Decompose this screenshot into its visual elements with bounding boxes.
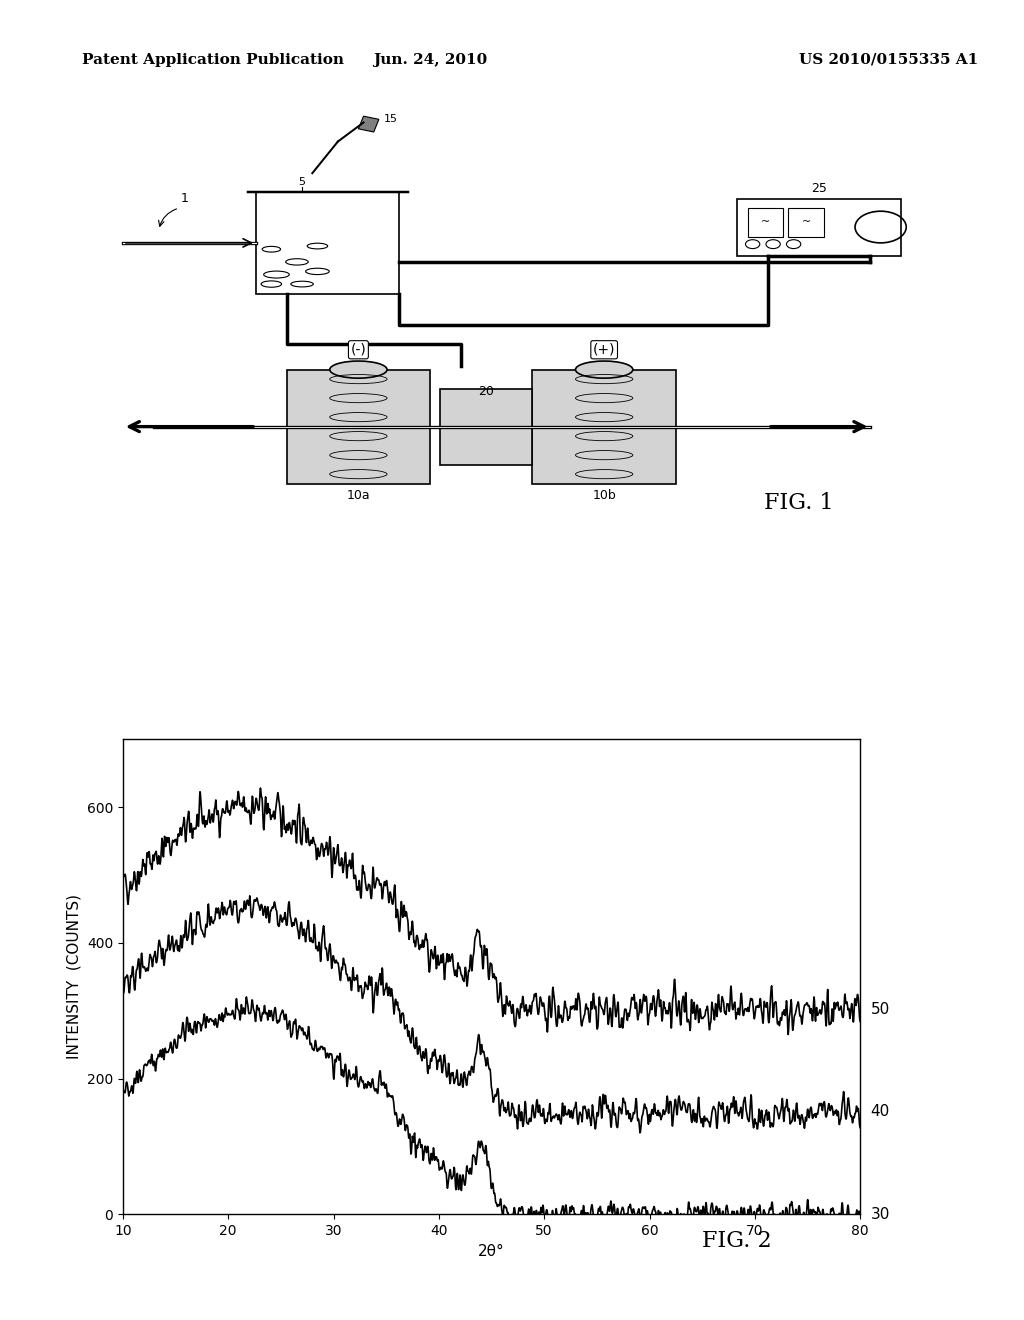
Text: 1: 1 bbox=[180, 191, 188, 205]
Text: 20: 20 bbox=[478, 385, 495, 397]
Bar bbox=[532, 370, 676, 483]
Text: (-): (-) bbox=[350, 343, 367, 356]
Text: 50: 50 bbox=[870, 1002, 890, 1016]
Ellipse shape bbox=[330, 362, 387, 378]
Polygon shape bbox=[358, 116, 379, 132]
Bar bbox=[748, 209, 783, 236]
Text: 5: 5 bbox=[299, 177, 305, 186]
Text: Jun. 24, 2010: Jun. 24, 2010 bbox=[373, 53, 487, 67]
Bar bbox=[737, 198, 901, 256]
Y-axis label: INTENSITY  (COUNTS): INTENSITY (COUNTS) bbox=[67, 895, 81, 1059]
Bar bbox=[788, 209, 824, 236]
Ellipse shape bbox=[575, 362, 633, 378]
Text: Patent Application Publication: Patent Application Publication bbox=[82, 53, 344, 67]
X-axis label: 2θ°: 2θ° bbox=[478, 1243, 505, 1259]
Text: FIG. 1: FIG. 1 bbox=[764, 492, 834, 513]
Text: 15: 15 bbox=[384, 115, 398, 124]
Text: US 2010/0155335 A1: US 2010/0155335 A1 bbox=[799, 53, 978, 67]
Text: 25: 25 bbox=[811, 182, 827, 195]
Text: ~: ~ bbox=[802, 218, 811, 227]
Text: 40: 40 bbox=[870, 1104, 890, 1119]
Text: 30: 30 bbox=[870, 1206, 890, 1222]
Text: 10b: 10b bbox=[592, 490, 616, 503]
Bar bbox=[440, 388, 532, 465]
Text: (+): (+) bbox=[593, 343, 615, 356]
Text: 10a: 10a bbox=[346, 490, 371, 503]
Text: ~: ~ bbox=[761, 218, 770, 227]
Text: FIG. 2: FIG. 2 bbox=[702, 1230, 772, 1253]
Bar bbox=[287, 370, 430, 483]
